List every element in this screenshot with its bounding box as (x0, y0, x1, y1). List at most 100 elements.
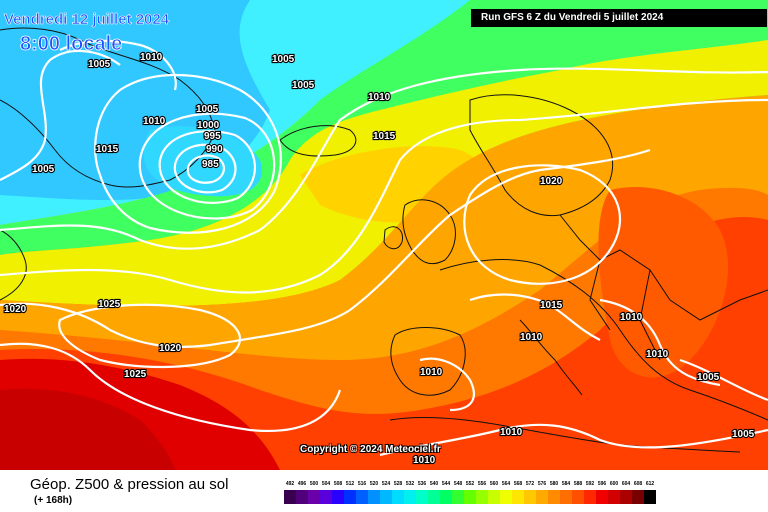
z500-color-field (0, 0, 768, 470)
pressure-label: 1010 (143, 116, 166, 127)
isobar-labels: 1005 1010 1005 1005 1005 1010 1000 995 9… (3, 51, 756, 467)
pressure-label: 1020 (4, 304, 27, 315)
legend-swatch: 564 (500, 480, 512, 508)
greenland-coast (0, 27, 216, 188)
copyright-notice: Copyright © 2024 Meteociel.fr (300, 444, 441, 455)
map-footer: Géop. Z500 & pression au sol (+ 168h) 49… (0, 470, 768, 512)
pressure-label: 1015 (373, 131, 396, 142)
pressure-label: 985 (202, 159, 219, 170)
legend-color-block (488, 490, 500, 504)
legend-swatch: 536 (416, 480, 428, 508)
legend-swatch: 524 (380, 480, 392, 508)
legend-color-block (452, 490, 464, 504)
legend-color-block (380, 490, 392, 504)
legend-value-label: 548 (453, 481, 463, 487)
isobar-1015-central (469, 293, 601, 341)
isobar-greenland-loop (94, 73, 282, 234)
pressure-label: 995 (204, 131, 221, 142)
pressure-label: 1010 (368, 92, 391, 103)
legend-swatch: 516 (356, 480, 368, 508)
isobar-1010-east (599, 298, 721, 387)
legend-color-block (356, 490, 368, 504)
legend-value-label: 588 (573, 481, 583, 487)
legend-value-label: 568 (513, 481, 523, 487)
pressure-label: 1015 (540, 300, 563, 311)
legend-value-label: 572 (525, 481, 535, 487)
legend-value-label: 500 (309, 481, 319, 487)
iberia-coast (390, 327, 466, 396)
scandinavia-coast (469, 94, 614, 217)
pressure-label: 1010 (520, 332, 543, 343)
legend-value-label: 492 (285, 481, 295, 487)
pressure-label: 1005 (88, 59, 111, 70)
pressure-label: 1000 (197, 120, 220, 131)
legend-color-block (344, 490, 356, 504)
isobar-1020-loop (463, 164, 622, 285)
isobar-1005-north (59, 39, 177, 91)
legend-color-block (584, 490, 596, 504)
legend-color-block (428, 490, 440, 504)
iceland-coast (279, 125, 357, 157)
legend-value-label: 544 (441, 481, 451, 487)
legend-swatch: 540 (428, 480, 440, 508)
north-america-coast (0, 229, 27, 301)
legend-swatch: 592 (584, 480, 596, 508)
legend-value-label: 496 (297, 481, 307, 487)
legend-color-block (632, 490, 644, 504)
legend-color-block (404, 490, 416, 504)
legend-color-block (284, 490, 296, 504)
isobar-1010 (0, 67, 768, 250)
z500-band-red-east (598, 186, 729, 378)
legend-value-label: 524 (381, 481, 391, 487)
legend-value-label: 540 (429, 481, 439, 487)
legend-swatch: 504 (320, 480, 332, 508)
legend-value-label: 536 (417, 481, 427, 487)
isobar-low-2 (173, 143, 237, 194)
legend-swatch: 608 (632, 480, 644, 508)
pressure-label: 1010 (620, 312, 643, 323)
legend-swatch: 532 (404, 480, 416, 508)
pressure-label: 1005 (292, 80, 315, 91)
pressure-label: 1005 (732, 429, 755, 440)
legend-color-block (332, 490, 344, 504)
legend-swatch: 552 (464, 480, 476, 508)
legend-value-label: 596 (597, 481, 607, 487)
north-africa-coast (389, 417, 741, 453)
isobar-1005-east (679, 358, 768, 402)
isobar-1025-inner (58, 303, 241, 369)
isobar-low-inner (186, 154, 226, 184)
legend-value-label: 560 (489, 481, 499, 487)
legend-value-label: 608 (633, 481, 643, 487)
legend-swatch: 508 (332, 480, 344, 508)
pressure-label: 1010 (420, 367, 443, 378)
forecast-time-title: 8:00 locale (20, 33, 123, 55)
pressure-label: 1025 (124, 369, 147, 380)
product-title: Géop. Z500 & pression au sol (30, 476, 229, 493)
z500-band-darkest-red (0, 388, 175, 470)
legend-swatch: 612 (644, 480, 656, 508)
legend-color-block (620, 490, 632, 504)
legend-color-block (368, 490, 380, 504)
legend-color-block (308, 490, 320, 504)
legend-color-block (296, 490, 308, 504)
coastlines (0, 27, 768, 453)
isobar-1010-south (379, 423, 768, 457)
geopotential-map: 1005 1010 1005 1005 1005 1010 1000 995 9… (0, 0, 768, 470)
pressure-label: 1010 (413, 455, 436, 466)
legend-value-label: 532 (405, 481, 415, 487)
legend-color-block (500, 490, 512, 504)
legend-value-label: 504 (321, 481, 331, 487)
legend-color-block (512, 490, 524, 504)
legend-color-block (548, 490, 560, 504)
legend-swatch: 604 (620, 480, 632, 508)
legend-swatch: 580 (548, 480, 560, 508)
forecast-date-title: Vendredi 12 juillet 2024 (4, 11, 170, 28)
pressure-label: 1015 (96, 144, 119, 155)
legend-swatch: 560 (488, 480, 500, 508)
legend-value-label: 576 (537, 481, 547, 487)
pressure-label: 1005 (697, 372, 720, 383)
legend-swatch: 544 (440, 480, 452, 508)
legend-swatch: 572 (524, 480, 536, 508)
legend-value-label: 564 (501, 481, 511, 487)
pressure-label: 1005 (196, 104, 219, 115)
